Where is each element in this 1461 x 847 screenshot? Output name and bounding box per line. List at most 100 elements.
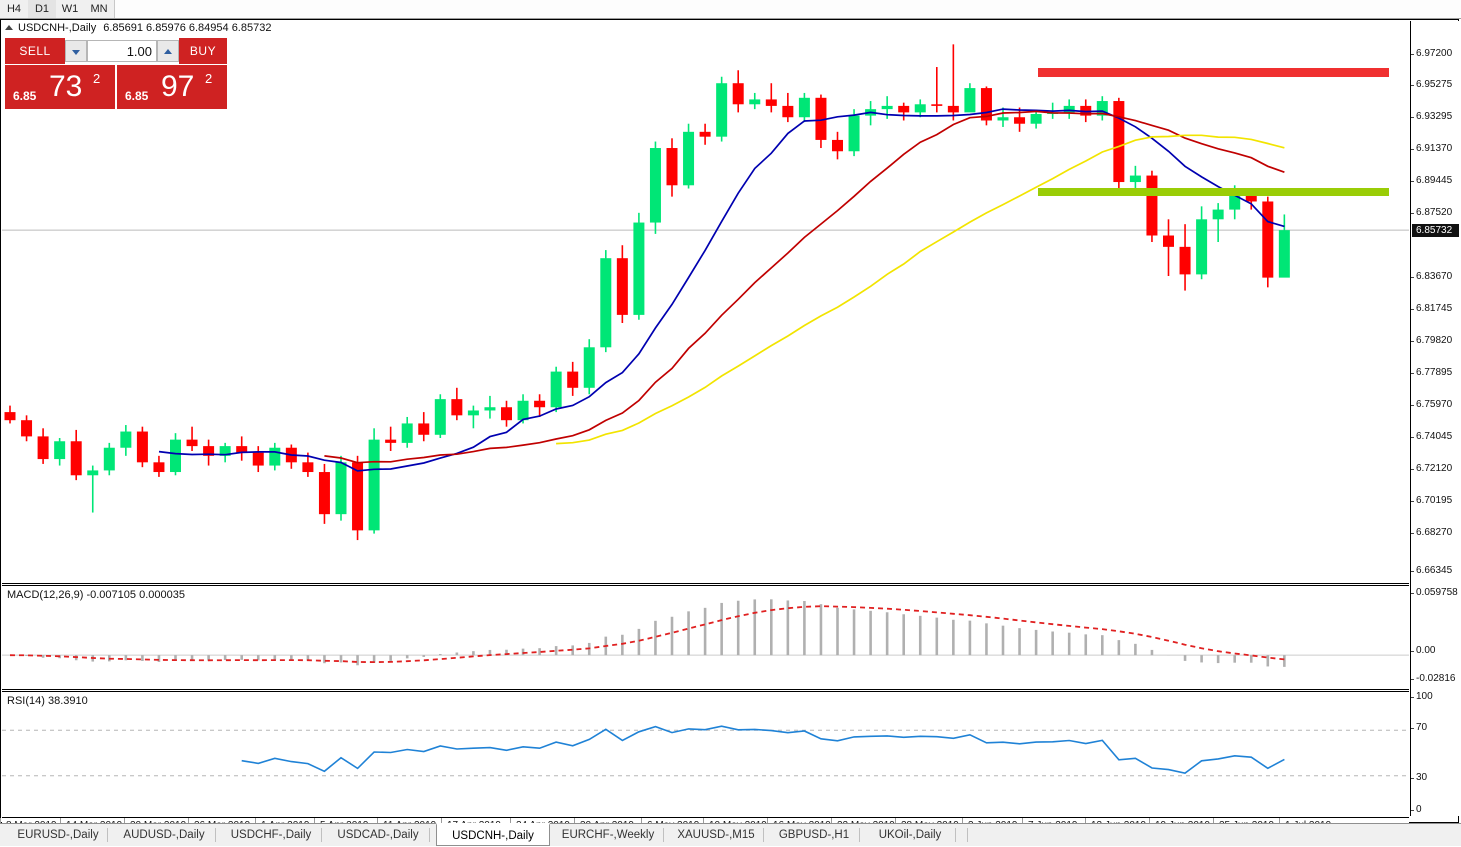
price-scale[interactable]: 6.97200 6.95275 6.93295 6.91370 6.89445 6.875… bbox=[1410, 21, 1459, 816]
tab-divider bbox=[321, 828, 322, 842]
time-axis-tick bbox=[1149, 818, 1150, 823]
period-button-h4[interactable]: H4 bbox=[0, 0, 29, 18]
chart-tab-audusd[interactable]: AUDUSD-,Daily bbox=[112, 824, 216, 846]
scale-tick-mark bbox=[1411, 679, 1414, 680]
price-scale-tick: 6.70195 bbox=[1411, 495, 1460, 507]
volume-decrement-button[interactable] bbox=[65, 40, 87, 62]
chart-tab-usdchf[interactable]: USDCHF-,Daily bbox=[220, 824, 322, 846]
chart-tab-gbpusd[interactable]: GBPUSD-,H1 bbox=[768, 824, 860, 846]
candlestick bbox=[1014, 107, 1026, 132]
candlestick bbox=[980, 86, 992, 126]
pane-divider-1b bbox=[2, 585, 1409, 586]
bid-price-box[interactable]: 6.85 73 2 bbox=[5, 65, 115, 109]
candlestick bbox=[765, 83, 777, 113]
candlestick bbox=[368, 428, 380, 534]
period-button-mn[interactable]: MN bbox=[84, 0, 115, 18]
chart-tab-xauusd[interactable]: XAUUSD-,M15 bbox=[668, 824, 764, 846]
candlestick bbox=[484, 395, 496, 419]
chart-tab-ukoil[interactable]: UKOil-,Daily bbox=[864, 824, 956, 846]
candlestick bbox=[914, 99, 926, 118]
period-button-w1[interactable]: W1 bbox=[56, 0, 85, 18]
candlestick bbox=[103, 442, 115, 476]
bid-price-fraction: 2 bbox=[93, 71, 101, 86]
symbol-name: USDCNH-,Daily bbox=[18, 22, 97, 34]
price-scale-tick: 6.74045 bbox=[1411, 431, 1460, 443]
scale-tick-mark bbox=[1411, 437, 1414, 438]
scale-tick-label: 6.83670 bbox=[1416, 271, 1453, 282]
candlestick bbox=[318, 463, 330, 524]
scale-tick-label: 100 bbox=[1416, 691, 1433, 702]
tab-trailing-divider bbox=[956, 824, 968, 846]
candlestick bbox=[550, 366, 562, 413]
scale-tick-mark bbox=[1411, 651, 1414, 652]
pane-divider-2b bbox=[2, 691, 1409, 692]
chart-window: USDCNH-,Daily 6.85691 6.85976 6.84954 6.8… bbox=[0, 19, 1459, 842]
scale-tick-mark bbox=[1411, 405, 1414, 406]
candlestick bbox=[501, 400, 512, 427]
time-axis-tick bbox=[767, 818, 768, 823]
scale-tick-label: 6.91370 bbox=[1416, 143, 1453, 154]
price-scale-tick: 6.66345 bbox=[1411, 565, 1460, 577]
tab-divider bbox=[859, 828, 860, 842]
scale-tick-mark bbox=[1411, 469, 1414, 470]
tab-divider bbox=[429, 828, 430, 842]
macd-pane[interactable]: MACD(12,26,9) -0.007105 0.000035 bbox=[2, 586, 1409, 689]
scale-tick-label: 30 bbox=[1416, 772, 1428, 783]
candlestick bbox=[186, 426, 198, 451]
time-axis-tick bbox=[188, 818, 189, 823]
chart-tab-label: UKOil-,Daily bbox=[878, 829, 942, 841]
candlestick bbox=[782, 92, 794, 123]
candlestick bbox=[798, 92, 810, 123]
candlestick bbox=[832, 131, 843, 160]
rsi-label: RSI(14) 38.3910 bbox=[7, 695, 88, 707]
time-axis-tick bbox=[1085, 818, 1086, 823]
price-scale-tick: 6.75970 bbox=[1411, 399, 1460, 411]
candlestick bbox=[616, 245, 628, 323]
price-scale-tick: 6.72120 bbox=[1411, 463, 1460, 475]
volume-input[interactable]: 1.00 bbox=[87, 40, 157, 62]
candlestick bbox=[1196, 206, 1208, 280]
toolbar-filler bbox=[114, 0, 1461, 18]
period-toolbar: H4 D1 W1 MN bbox=[0, 0, 1461, 19]
collapse-arrow-icon[interactable] bbox=[5, 24, 13, 30]
candlestick bbox=[1113, 97, 1125, 189]
resistance-line bbox=[1038, 68, 1389, 77]
candlestick bbox=[1179, 224, 1191, 291]
candlestick bbox=[666, 138, 678, 197]
chart-tab-label: XAUUSD-,M15 bbox=[677, 829, 755, 841]
ask-price-box[interactable]: 6.85 97 2 bbox=[117, 65, 227, 109]
sell-button[interactable]: SELL bbox=[5, 38, 65, 64]
time-axis-tick bbox=[1022, 818, 1023, 823]
candlestick bbox=[683, 123, 695, 189]
price-scale-tick: 6.81745 bbox=[1411, 303, 1460, 315]
price-scale-tick: 6.93295 bbox=[1411, 111, 1460, 123]
candlestick bbox=[285, 444, 297, 469]
volume-increment-button[interactable] bbox=[157, 40, 179, 62]
macd-scale-tick: -0.02816 bbox=[1411, 673, 1460, 685]
period-button-d1[interactable]: D1 bbox=[28, 0, 57, 18]
chart-tab-usdcad[interactable]: USDCAD-,Daily bbox=[326, 824, 430, 846]
trade-panel-controls: SELL 1.00 BUY bbox=[5, 38, 227, 64]
scale-tick-mark bbox=[1411, 85, 1414, 86]
rsi-scale-tick: 0 bbox=[1411, 804, 1460, 816]
buy-button[interactable]: BUY bbox=[179, 38, 227, 64]
chart-tab-label: GBPUSD-,H1 bbox=[778, 829, 850, 841]
chart-tab-label: USDCAD-,Daily bbox=[337, 829, 419, 841]
scale-tick-label: 6.72120 bbox=[1416, 463, 1453, 474]
one-click-trading-panel: SELL 1.00 BUY 6.85 73 2 6.85 97 2 bbox=[5, 38, 227, 126]
ma-slow-line bbox=[556, 134, 1285, 445]
chart-tab-eurusd[interactable]: EURUSD-,Daily bbox=[8, 824, 108, 846]
macd-signal-line bbox=[9, 605, 1285, 664]
time-axis-tick bbox=[314, 818, 315, 823]
scale-tick-label: 6.77895 bbox=[1416, 367, 1453, 378]
candlestick bbox=[467, 405, 479, 429]
rsi-pane[interactable]: RSI(14) 38.3910 bbox=[2, 692, 1409, 816]
scale-tick-mark bbox=[1411, 54, 1414, 55]
chart-tab-usdcnh[interactable]: USDCNH-,Daily bbox=[436, 823, 550, 846]
current-price-tag: 6.85732 bbox=[1412, 224, 1459, 238]
candlestick bbox=[136, 426, 148, 468]
price-scale-tick: 6.87520 bbox=[1411, 207, 1460, 219]
price-pane[interactable] bbox=[2, 21, 1409, 566]
candlestick bbox=[567, 361, 579, 396]
chart-tab-eurchf[interactable]: EURCHF-,Weekly bbox=[552, 824, 664, 846]
